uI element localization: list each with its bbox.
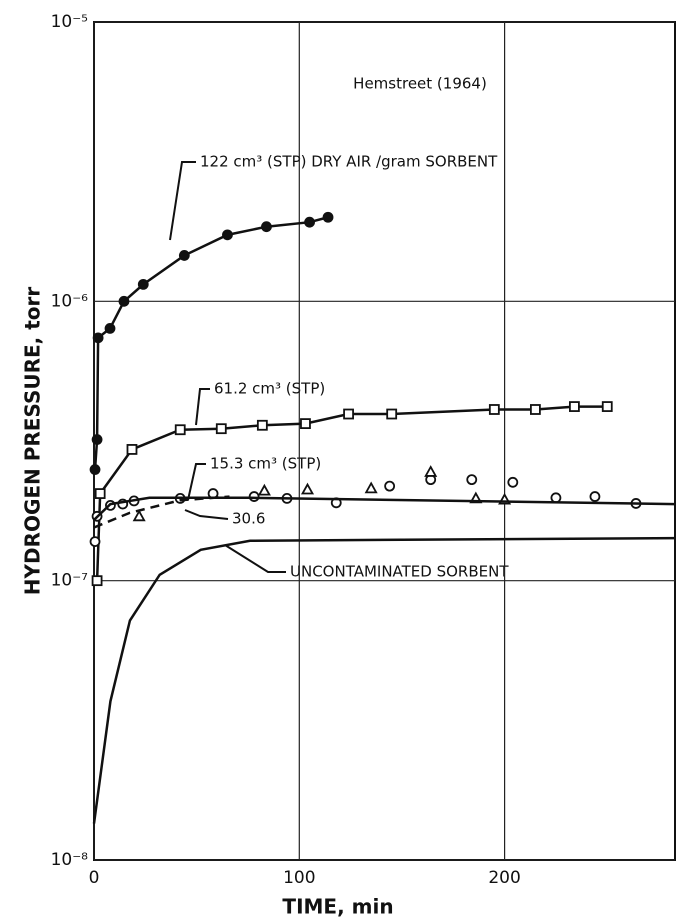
series-label: 122 cm³ (STP) DRY AIR /gram SORBENT	[200, 153, 498, 171]
annotation: Hemstreet (1964)	[353, 75, 487, 93]
series-label: 61.2 cm³ (STP)	[214, 380, 325, 398]
marker	[261, 221, 272, 233]
series-line	[92, 536, 676, 824]
marker	[126, 444, 138, 455]
series-line	[93, 216, 329, 470]
marker	[569, 401, 580, 412]
leader	[169, 161, 196, 241]
y-axis-label: HYDROGEN PRESSURE, torr	[21, 287, 45, 596]
marker	[104, 323, 116, 334]
marker	[424, 465, 438, 477]
marker	[488, 404, 500, 415]
marker	[89, 464, 101, 475]
marker	[174, 424, 186, 436]
series-line	[93, 495, 230, 529]
marker	[137, 278, 149, 290]
marker	[322, 211, 334, 223]
marker	[364, 481, 378, 494]
series-line	[93, 496, 676, 521]
series-label: 30.6	[232, 510, 265, 528]
leader	[187, 463, 206, 501]
marker	[222, 229, 233, 241]
marker	[215, 423, 227, 435]
marker	[132, 509, 146, 522]
series-label: 15.3 cm³ (STP)	[210, 455, 321, 473]
marker	[92, 332, 104, 344]
marker	[91, 434, 103, 445]
marker	[304, 216, 315, 228]
marker	[384, 480, 396, 492]
marker	[386, 408, 398, 420]
leader	[224, 544, 286, 573]
y-tick-label: 10⁻⁵	[51, 12, 88, 32]
plot-frame	[93, 21, 676, 861]
marker	[256, 419, 268, 431]
marker	[178, 250, 190, 261]
leader	[184, 509, 229, 520]
marker	[589, 491, 601, 502]
marker	[550, 492, 562, 504]
x-tick-label: 200	[488, 868, 520, 888]
marker	[300, 418, 311, 429]
x-axis-label: TIME, min	[282, 895, 393, 919]
y-tick-label: 10⁻⁷	[51, 571, 89, 591]
x-tick-label: 0	[89, 868, 100, 888]
y-tick-label: 10⁻⁶	[51, 291, 89, 311]
marker	[89, 536, 101, 547]
marker	[94, 488, 106, 499]
marker	[343, 408, 354, 420]
marker	[91, 575, 103, 587]
marker	[466, 474, 478, 486]
leader	[195, 388, 210, 426]
y-tick-label: 10⁻⁸	[51, 850, 89, 870]
x-tick-label: 100	[283, 868, 315, 888]
marker	[300, 482, 315, 495]
series-line	[95, 405, 608, 581]
marker	[118, 295, 130, 307]
marker	[507, 476, 519, 488]
series-label: UNCONTAMINATED SORBENT	[290, 563, 509, 581]
marker	[529, 404, 541, 415]
marker	[601, 401, 613, 412]
marker	[257, 483, 271, 496]
